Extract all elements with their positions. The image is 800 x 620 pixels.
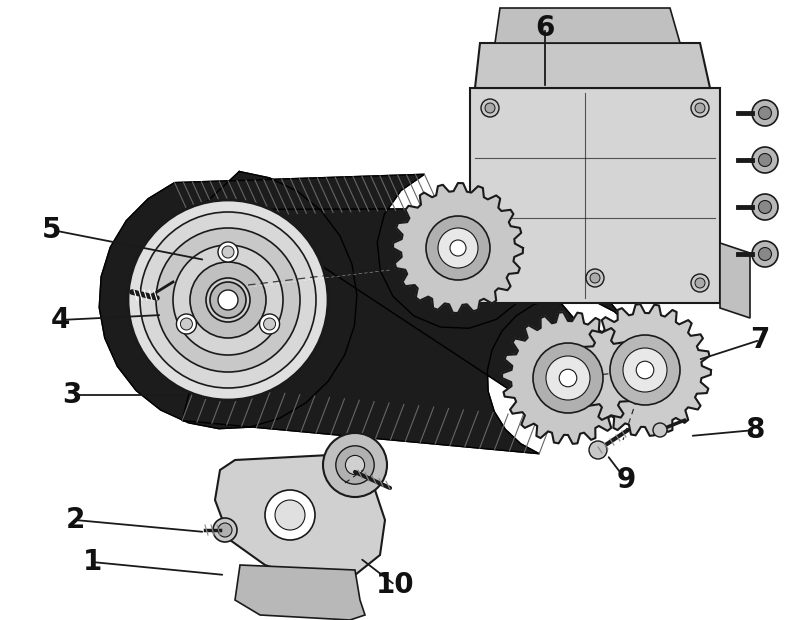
Circle shape [586,269,604,287]
Text: 7: 7 [750,326,770,354]
Polygon shape [215,455,385,580]
Circle shape [218,242,238,262]
Circle shape [758,247,771,260]
Text: 9: 9 [616,466,636,494]
Circle shape [695,278,705,288]
Circle shape [546,356,590,400]
Circle shape [623,348,667,392]
Text: 2: 2 [66,506,85,534]
Polygon shape [235,565,365,620]
Circle shape [485,103,495,113]
Circle shape [758,107,771,120]
Circle shape [128,200,328,400]
Text: 10: 10 [376,571,414,599]
Circle shape [481,99,499,117]
Circle shape [752,194,778,220]
Circle shape [206,278,250,322]
Circle shape [559,369,577,387]
Circle shape [210,282,246,318]
Circle shape [758,154,771,167]
Circle shape [533,343,603,413]
Circle shape [173,245,283,355]
Circle shape [346,456,365,474]
Circle shape [695,103,705,113]
Polygon shape [720,243,750,318]
Circle shape [653,423,667,437]
Circle shape [752,100,778,126]
Circle shape [636,361,654,379]
Circle shape [218,290,238,310]
Polygon shape [502,312,634,444]
Text: 1: 1 [82,548,102,576]
Circle shape [275,500,305,530]
Circle shape [190,262,266,338]
Circle shape [426,216,490,280]
Circle shape [610,335,680,405]
Circle shape [438,228,478,268]
Circle shape [752,241,778,267]
Circle shape [485,278,495,288]
Circle shape [156,228,300,372]
Polygon shape [579,304,711,436]
Text: 6: 6 [535,14,554,42]
Circle shape [259,314,279,334]
Text: 3: 3 [62,381,82,409]
Circle shape [589,441,607,459]
Circle shape [181,318,193,330]
Text: 8: 8 [746,416,765,444]
Polygon shape [99,172,630,454]
Circle shape [481,274,499,292]
Polygon shape [393,183,523,313]
Circle shape [323,433,387,497]
Text: 4: 4 [50,306,70,334]
Circle shape [263,318,275,330]
Circle shape [450,240,466,256]
Circle shape [336,446,374,484]
Polygon shape [495,8,680,43]
Circle shape [265,490,315,540]
Circle shape [590,273,600,283]
Polygon shape [475,43,710,88]
Circle shape [691,274,709,292]
Circle shape [752,147,778,173]
Polygon shape [470,88,720,303]
Circle shape [691,99,709,117]
Circle shape [218,523,232,537]
Circle shape [177,314,197,334]
Text: 5: 5 [42,216,62,244]
Circle shape [140,212,316,388]
Circle shape [222,246,234,258]
Circle shape [758,200,771,213]
Circle shape [213,518,237,542]
